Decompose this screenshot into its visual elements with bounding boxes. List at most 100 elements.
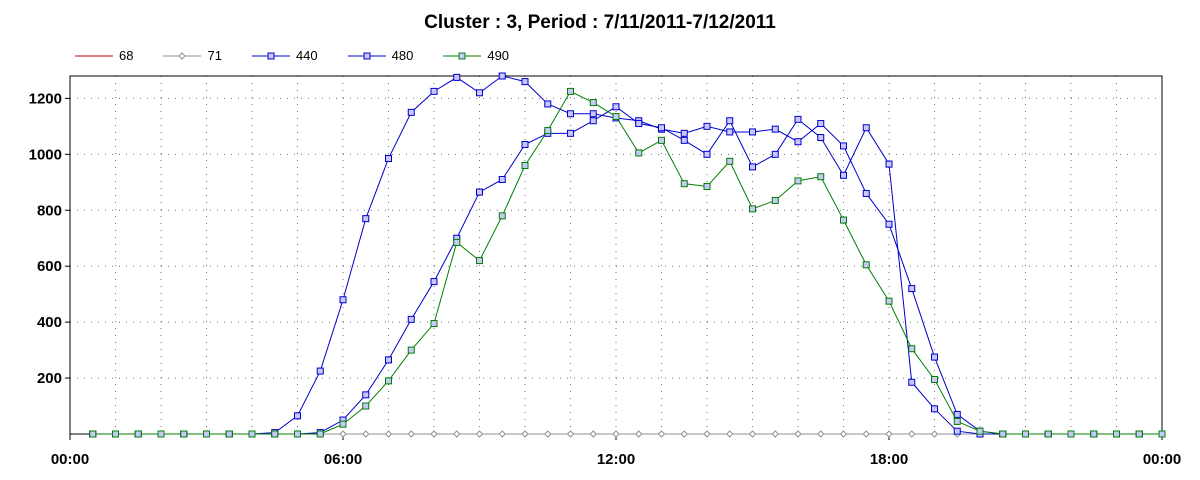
data-point-440 xyxy=(703,122,711,130)
data-point-71 xyxy=(839,430,848,438)
data-point-71 xyxy=(612,430,620,438)
data-point-490 xyxy=(862,261,870,269)
data-point-71 xyxy=(771,430,779,438)
data-point-490 xyxy=(999,430,1007,438)
y-tick-label: 400 xyxy=(37,314,62,331)
data-point-490 xyxy=(680,180,688,188)
y-tick-label: 600 xyxy=(37,258,62,275)
data-point-490 xyxy=(840,216,847,224)
data-point-490 xyxy=(749,205,756,213)
data-point-480 xyxy=(658,124,665,132)
data-point-71 xyxy=(862,430,870,438)
data-point-490 xyxy=(294,430,301,438)
data-point-71 xyxy=(430,430,438,438)
legend-item-440: 440 xyxy=(251,48,318,63)
data-point-71 xyxy=(475,430,484,438)
data-point-71 xyxy=(635,430,643,438)
x-tick-label: 06:00 xyxy=(324,451,362,468)
legend-item-71: 71 xyxy=(163,48,222,63)
series-line-440 xyxy=(92,75,1162,435)
data-point-490 xyxy=(157,430,165,438)
data-point-490 xyxy=(1044,430,1052,438)
data-point-440 xyxy=(931,353,938,361)
data-point-480 xyxy=(885,160,893,168)
data-point-71 xyxy=(680,430,688,438)
data-point-490 xyxy=(476,257,483,265)
data-point-490 xyxy=(976,427,984,435)
data-point-480 xyxy=(612,103,620,111)
x-tick-label: 00:00 xyxy=(1143,451,1181,468)
data-point-480 xyxy=(794,115,802,123)
data-point-480 xyxy=(498,175,506,183)
data-point-440 xyxy=(794,138,802,146)
x-tick-label: 00:00 xyxy=(51,451,89,468)
data-point-480 xyxy=(362,391,370,399)
data-point-490 xyxy=(203,430,210,438)
data-point-490 xyxy=(771,196,779,204)
data-point-440 xyxy=(407,108,415,116)
data-point-71 xyxy=(657,430,666,438)
data-point-490 xyxy=(567,87,574,95)
data-point-440 xyxy=(680,129,688,137)
data-point-490 xyxy=(658,136,665,144)
y-tick-label: 1000 xyxy=(29,146,62,163)
data-point-71 xyxy=(817,430,825,438)
legend-label: 490 xyxy=(487,48,510,63)
y-tick-label: 200 xyxy=(37,370,62,387)
data-point-490 xyxy=(248,430,256,438)
data-point-490 xyxy=(521,162,529,169)
data-point-490 xyxy=(703,182,711,190)
data-point-490 xyxy=(112,430,119,438)
data-point-71 xyxy=(908,430,916,438)
legend-swatch xyxy=(443,52,482,59)
data-point-480 xyxy=(476,188,483,196)
data-point-490 xyxy=(1113,430,1120,438)
data-point-480 xyxy=(567,129,574,137)
data-point-490 xyxy=(931,375,938,383)
y-tick-label: 800 xyxy=(37,202,62,219)
series-line-490 xyxy=(92,90,1162,435)
data-point-440 xyxy=(953,410,961,418)
data-point-490 xyxy=(1135,430,1143,438)
legend-swatch xyxy=(75,55,113,56)
data-point-71 xyxy=(794,430,802,438)
data-point-490 xyxy=(362,402,370,410)
data-point-440 xyxy=(521,78,529,86)
data-point-490 xyxy=(612,113,620,121)
data-point-71 xyxy=(362,430,370,438)
data-point-490 xyxy=(794,177,802,185)
data-point-490 xyxy=(817,173,825,181)
data-point-480 xyxy=(862,124,870,132)
data-point-480 xyxy=(931,405,938,413)
x-tick-label: 18:00 xyxy=(870,451,908,468)
data-point-490 xyxy=(316,430,324,438)
legend-label: 440 xyxy=(295,48,318,63)
data-point-440 xyxy=(362,215,370,223)
legend-swatch xyxy=(163,51,202,60)
data-point-490 xyxy=(271,430,279,438)
data-point-71 xyxy=(339,430,347,438)
data-point-480 xyxy=(840,171,847,179)
data-point-490 xyxy=(385,377,392,385)
data-point-440 xyxy=(294,412,301,420)
legend-item-480: 480 xyxy=(347,48,414,63)
data-point-440 xyxy=(817,120,825,128)
legend-swatch xyxy=(347,52,386,59)
data-point-490 xyxy=(430,320,438,328)
data-point-480 xyxy=(953,427,961,435)
data-point-480 xyxy=(521,141,529,149)
data-point-71 xyxy=(930,430,939,438)
legend-label: 480 xyxy=(391,48,414,63)
data-point-71 xyxy=(703,430,711,438)
legend-item-68: 68 xyxy=(75,48,133,63)
data-point-440 xyxy=(430,87,438,95)
data-point-490 xyxy=(498,212,506,220)
data-point-490 xyxy=(635,149,643,157)
data-point-440 xyxy=(840,142,847,150)
data-point-480 xyxy=(771,150,779,158)
data-point-440 xyxy=(726,128,734,136)
data-point-440 xyxy=(749,128,756,136)
data-point-480 xyxy=(908,378,916,386)
data-point-490 xyxy=(453,238,461,246)
